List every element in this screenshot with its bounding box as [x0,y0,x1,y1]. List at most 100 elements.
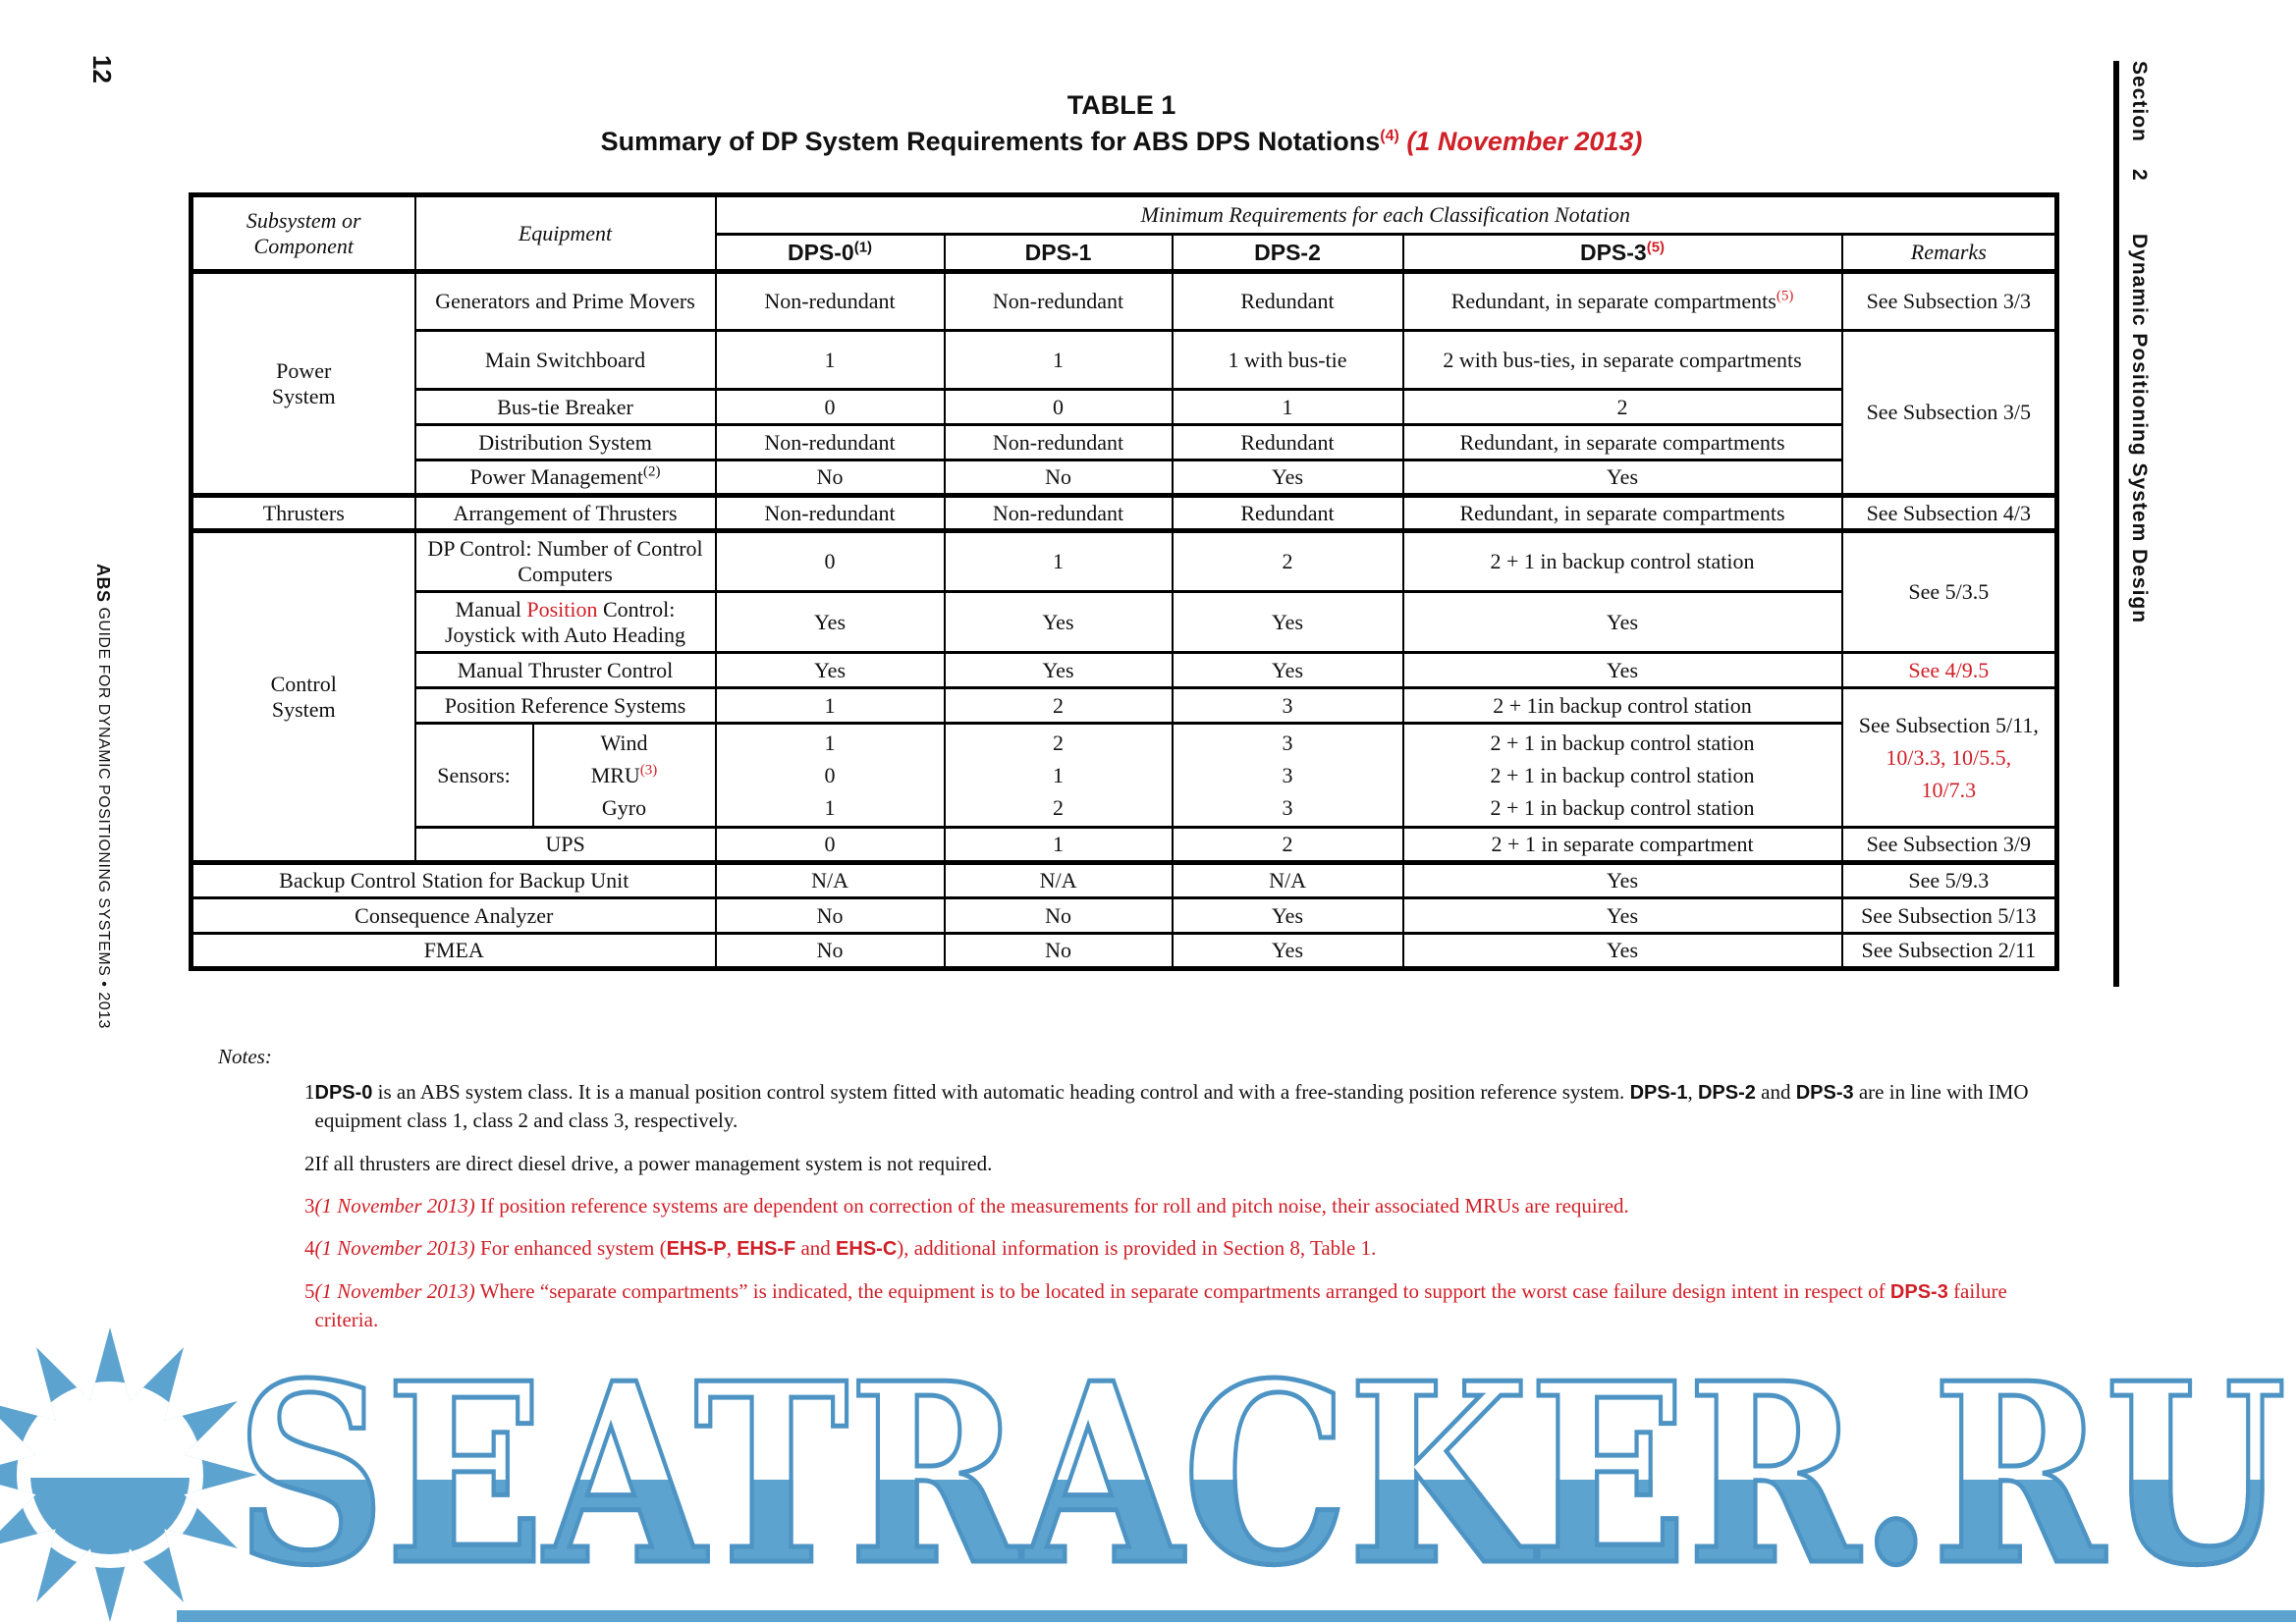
table-row: Distribution System Non-redundant Non-re… [191,423,2057,461]
subtitle-date: (1 November 2013) [1398,127,1643,156]
cell: Yes [1401,896,1843,935]
table-row: UPS 0 1 2 2 + 1 in separate compartment … [191,826,2058,864]
cell: No [714,896,946,935]
cell: Yes [943,651,1174,689]
spine-section-label: Section [2128,61,2151,142]
footnote-ref: (2) [643,463,661,480]
cell-equipment: Bus-tie Breaker [413,388,717,426]
cell-remarks: See Subsection 3/3 [1840,269,2058,332]
cell: 1 [1171,388,1404,426]
cell-equipment: Main Switchboard [413,329,717,391]
cell: N/A [714,860,946,899]
cell-equipment: UPS [413,826,717,864]
footnote-ref: (3) [639,762,658,779]
spine-section-number: 2 [2128,169,2151,182]
note-2: 2 If all thrusters are direct diesel dri… [304,1151,993,1175]
section-rule [2113,61,2119,987]
cell: N/A [943,860,1174,899]
cell-equipment: Power Management(2) [413,459,717,497]
cell-subsystem-power: Power System [190,269,416,497]
spine-section-title: Dynamic Positioning System Design [2128,234,2151,624]
cell: Yes [1171,932,1404,970]
cell: 2 [1171,528,1404,593]
cell: 0 [714,528,946,593]
cell: 1 [943,329,1174,391]
cell: Non-redundant [943,423,1174,461]
cell: 1 with bus-tie [1171,329,1404,391]
cell-label: Consequence Analyzer [190,896,717,935]
header-cell-dps2: DPS-2 [1171,233,1404,273]
cell: 2 + 1 in backup control station 2 + 1 in… [1401,722,1843,829]
cell-equipment: Arrangement of Thrusters [413,493,717,532]
cell-equipment: Manual Thruster Control [413,651,717,689]
cell: Yes [1401,932,1843,970]
table-row: Bus-tie Breaker 0 0 1 2 [191,388,2057,426]
header-cell-remarks: Remarks [1840,233,2058,273]
cell: No [943,896,1174,935]
cell: Yes [1171,896,1404,935]
cell-remarks: See 4/9.5 [1840,651,2058,689]
cell-remarks: See Subsection 5/11, 10/3.3, 10/5.5, 10/… [1840,686,2058,829]
cell: Yes [1171,459,1404,497]
table-row: Power Management(2) No No Yes Yes [191,459,2057,497]
header-cell-dps0: DPS-0(1) [714,233,946,273]
cell: 2 + 1 in backup control station [1401,528,1843,593]
cell: 1 0 1 [714,722,946,829]
cell: No [714,932,946,970]
header-cell-dps3: DPS-3(5) [1401,233,1843,273]
table-row: Manual Thruster Control Yes Yes Yes Yes … [191,651,2058,689]
cell: No [943,459,1174,497]
watermark: SEATRACKER.RU SEATRACKER.RU [177,1347,2296,1623]
table-row: Backup Control Station for Backup Unit N… [190,860,2058,899]
cell: Yes [1401,651,1843,689]
table-row: Subsystem or Component Equipment Minimum… [190,193,2058,273]
cell: 1 [714,329,946,391]
cell: 0 [943,388,1174,426]
cell: 2 with bus-ties, in separate compartment… [1401,329,1843,391]
waterline-bar [177,1610,2296,1622]
table-row: FMEA No No Yes Yes See Subsection 2/11 [190,932,2058,970]
cell: 3 [1171,686,1404,725]
cell: Yes [1401,459,1843,497]
table-row: Main Switchboard 1 1 1 with bus-tie 2 wi… [191,329,2058,497]
cell: Redundant, in separate compartments [1401,423,1843,461]
cell-sensors-label: Sensors: [413,722,534,829]
cell: Non-redundant [714,269,946,332]
cell: Yes [1171,590,1404,654]
page-number: 12 [87,55,117,83]
note-1: 1 DPS-0 is an ABS system class. It is a … [304,1080,2029,1133]
table-row: Consequence Analyzer No No Yes Yes See S… [190,896,2058,935]
cell: Non-redundant [714,493,946,532]
cell-equipment: Distribution System [413,423,717,461]
red-word: Position [526,596,598,622]
table-title-block: TABLE 1 Summary of DP System Requirement… [189,90,2054,157]
cell: Yes [1171,651,1404,689]
table-row: Sensors: Wind MRU(3) Gyro 1 0 1 2 1 2 3 … [191,722,2057,829]
dps3-label: DPS-3 [1579,239,1647,265]
cell: Redundant, in separate compartments [1401,493,1843,532]
cell-remarks: See Subsection 5/13 [1840,896,2058,935]
cell: Yes [714,651,946,689]
footer-brand: ABS [93,564,113,603]
cell-remarks: See Subsection 3/5 [1840,329,2058,497]
note-5: 5 (1 November 2013) Where “separate comp… [304,1279,2007,1332]
header-cell-subsystem: Subsystem or Component [190,193,416,273]
table-row: Power System Generators and Prime Movers … [190,269,2058,497]
table-subtitle: Summary of DP System Requirements for AB… [189,127,2054,157]
cell-remarks: See Subsection 3/9 [1840,826,2058,864]
cell: 2 1 2 [943,722,1174,829]
notes-label: Notes: [218,1045,272,1068]
cell-subsystem-control: Control System [190,528,416,864]
cell-equipment: DP Control: Number of Control Computers [413,528,717,593]
cell: Redundant, in separate compartments(5) [1401,269,1843,332]
dps-requirements-table: Subsystem or Component Equipment Minimum… [189,192,2060,971]
cell: 2 [943,686,1174,725]
cell: 2 [1401,388,1843,426]
cell: Non-redundant [943,269,1174,332]
cell: 2 [1171,826,1404,864]
cell-sensor-types: Wind MRU(3) Gyro [531,722,717,829]
cell: 2 + 1in backup control station [1401,686,1843,725]
subtitle-footnote-ref: (4) [1380,128,1399,144]
cell-subsystem-thrusters: Thrusters [190,493,416,532]
cell: 1 [714,686,946,725]
